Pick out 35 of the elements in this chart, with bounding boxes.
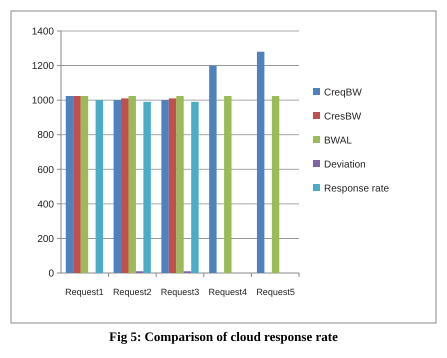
- legend-label: Deviation: [324, 160, 366, 170]
- legend-label: CresBW: [324, 112, 362, 122]
- bar: [209, 66, 217, 273]
- y-tick-label: 800: [37, 130, 54, 142]
- y-tick-label: 1000: [32, 96, 54, 107]
- x-tick-label: Request4: [208, 287, 248, 297]
- legend-label: CreqBW: [324, 88, 362, 98]
- bar: [272, 96, 280, 273]
- y-tick-label: 1400: [32, 26, 54, 38]
- bar: [143, 102, 151, 273]
- legend-label: Response rate: [324, 184, 390, 194]
- x-tick-label: Request5: [256, 287, 295, 297]
- y-tick-label: 1200: [32, 61, 54, 72]
- bar: [66, 96, 74, 273]
- bar: [121, 98, 128, 273]
- x-tick-label: Request1: [65, 287, 104, 297]
- bar: [96, 100, 104, 273]
- y-tick-label: 0: [48, 268, 54, 280]
- x-tick-label: Request3: [160, 287, 200, 297]
- bar: [191, 102, 199, 273]
- caption: Fig 5: Comparison of cloud response rate: [109, 329, 338, 344]
- bar: [128, 96, 136, 273]
- bar: [224, 96, 232, 273]
- bar: [73, 96, 81, 273]
- x-tick-label: Request2: [112, 287, 152, 297]
- bar: [256, 52, 264, 273]
- y-tick-label: 200: [37, 234, 54, 245]
- bar: [176, 96, 184, 273]
- bar: [80, 96, 88, 273]
- bar: [114, 100, 122, 273]
- bar: [168, 98, 176, 273]
- bar: [161, 100, 169, 273]
- y-tick-label: 600: [37, 164, 54, 176]
- y-tick-label: 400: [37, 199, 54, 210]
- legend-label: BWAL: [324, 136, 352, 146]
